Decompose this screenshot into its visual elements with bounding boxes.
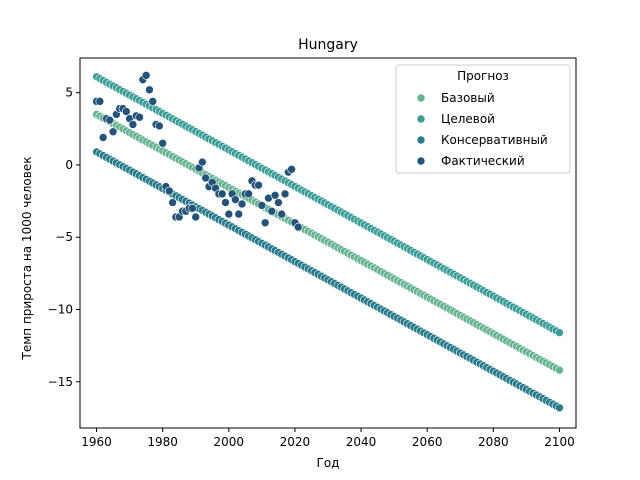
series-3 <box>92 71 303 232</box>
data-point <box>168 198 177 207</box>
x-tick-label: 2080 <box>478 435 509 449</box>
legend-marker <box>416 156 426 166</box>
x-tick-label: 2040 <box>346 435 377 449</box>
legend-marker <box>416 114 426 124</box>
data-point <box>191 212 201 222</box>
data-point <box>277 209 287 219</box>
data-point <box>188 204 197 213</box>
data-point <box>274 198 283 207</box>
data-point <box>231 195 240 204</box>
data-point <box>244 189 253 199</box>
data-point <box>155 121 164 131</box>
x-tick-label: 2020 <box>280 435 311 449</box>
legend-entry: Консервативный <box>416 133 548 147</box>
data-point <box>217 189 227 199</box>
data-point <box>237 199 247 209</box>
y-tick-label: −15 <box>48 375 73 389</box>
data-point <box>287 164 296 174</box>
legend-entry: Базовый <box>416 91 495 105</box>
data-point <box>145 85 154 95</box>
data-point <box>121 107 131 116</box>
series-2 <box>92 147 564 413</box>
data-point <box>221 198 230 207</box>
x-tick-label: 2100 <box>544 435 575 449</box>
data-point <box>224 209 234 219</box>
data-point <box>135 112 144 122</box>
legend-label: Целевой <box>441 112 495 126</box>
data-point <box>95 97 105 106</box>
data-point <box>148 97 158 106</box>
data-point <box>257 201 267 210</box>
legend-title: Прогноз <box>457 69 509 83</box>
plot-frame <box>79 57 577 429</box>
legend-entry: Фактический <box>416 154 525 168</box>
chart-title: Hungary <box>298 37 358 53</box>
x-tick-label: 2060 <box>412 435 443 449</box>
scatter-points <box>92 71 564 413</box>
legend-marker <box>416 135 426 145</box>
legend-label: Фактический <box>441 154 525 168</box>
data-point <box>555 365 564 375</box>
legend-marker <box>416 93 426 103</box>
data-point <box>164 186 174 196</box>
x-axis-label: Год <box>317 456 340 470</box>
data-point <box>105 115 115 125</box>
data-point <box>98 133 108 142</box>
data-point <box>198 157 207 167</box>
axes: 1960 1980 2000 2020 2040 2060 2080 2100 5 0 −5 −10 −… <box>48 57 577 449</box>
y-tick-label: −10 <box>48 302 73 316</box>
series-1 <box>92 72 564 337</box>
data-point <box>128 120 138 129</box>
data-point <box>141 71 151 80</box>
data-point <box>234 209 244 219</box>
data-point <box>280 189 290 199</box>
legend-label: Консервативный <box>441 133 548 147</box>
x-tick-label: 2000 <box>214 435 245 449</box>
legend-box <box>395 64 571 174</box>
data-point <box>254 180 263 190</box>
data-point <box>260 218 270 228</box>
y-tick-label: 5 <box>65 86 73 100</box>
legend: Прогноз Базовый Целевой Консервативный Факти… <box>395 64 571 174</box>
y-axis-label: Темп прироста на 1000 человек <box>20 157 34 361</box>
data-point <box>201 173 210 183</box>
data-point <box>293 222 303 232</box>
data-point <box>270 191 280 200</box>
data-point <box>158 138 167 148</box>
y-tick-label: 0 <box>65 158 73 172</box>
legend-entry: Целевой <box>416 112 495 126</box>
x-tick-label: 1980 <box>147 435 178 449</box>
legend-label: Базовый <box>441 91 495 105</box>
data-point <box>267 206 277 216</box>
x-tick-label: 1960 <box>81 435 112 449</box>
y-tick-label: −5 <box>55 230 73 244</box>
data-point <box>108 127 118 137</box>
data-point <box>555 403 564 413</box>
data-point <box>555 328 564 337</box>
